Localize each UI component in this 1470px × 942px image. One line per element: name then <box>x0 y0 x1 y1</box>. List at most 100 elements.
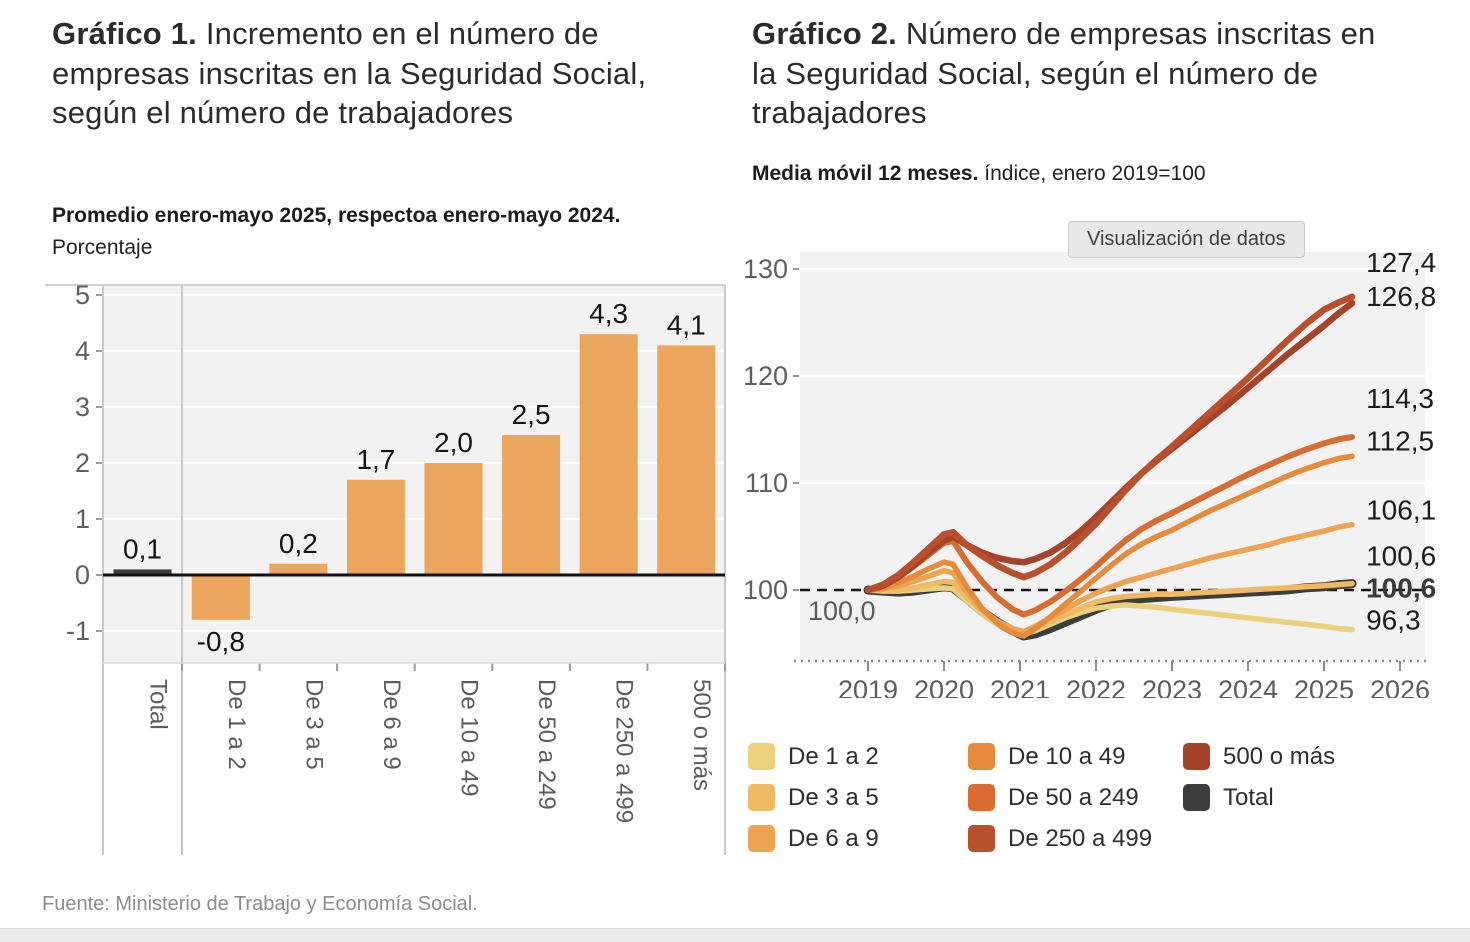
bottom-bar <box>0 928 1470 942</box>
x-tick-label: 2021 <box>990 675 1050 698</box>
bar-value-label: 4,1 <box>667 309 706 340</box>
legend-swatch <box>968 743 995 770</box>
legend-label: De 3 a 5 <box>788 783 879 811</box>
end-value-label-De 50 a 249: 114,3 <box>1366 383 1434 414</box>
legend-label: Total <box>1223 783 1274 811</box>
chart1-subtitle: Promedio enero-mayo 2025, respectoa ener… <box>52 200 700 263</box>
bar-De 6 a 9 <box>346 479 405 575</box>
y-tick-label: 2 <box>75 448 90 478</box>
bar-value-label: 2,5 <box>512 399 551 430</box>
chart1-subtitle-rest: Porcentaje <box>52 235 153 259</box>
legend-item-De 1 a 2: De 1 a 2 <box>748 736 968 777</box>
chart2-title-rest: Número de empresas inscritas en la Segur… <box>752 16 1376 131</box>
bar-value-label: -0,8 <box>197 626 245 657</box>
end-value-label-500 o más: 126,8 <box>1366 281 1436 312</box>
legend-label: De 1 a 2 <box>788 742 879 770</box>
bar-De 3 a 5 <box>269 563 328 575</box>
end-value-label-De 10 a 49: 112,5 <box>1366 425 1434 456</box>
bar-value-label: 1,7 <box>356 444 395 475</box>
series-De 3 a 5 <box>865 578 1355 636</box>
y-tick-label: 5 <box>75 283 90 310</box>
legend: De 1 a 2 De 3 a 5 De 6 a 9 De 10 a 49 De 50 … <box>748 736 1335 859</box>
chart2-title-lead: Gráfico 2. <box>752 16 897 51</box>
line-chart: 100 110 120 130 2019 2020 2021 2022 2023 2024 2025… <box>745 250 1436 698</box>
chart2-title: Gráfico 2. Número de empresas inscritas … <box>752 14 1392 133</box>
y-tick-label: 100 <box>745 575 788 605</box>
bar-De 10 a 49 <box>424 463 483 575</box>
x-tick-label: 2022 <box>1066 675 1126 698</box>
legend-swatch <box>1183 743 1210 770</box>
bar-De 50 a 249 <box>502 435 561 575</box>
legend-item-De 50 a 249: De 50 a 249 <box>968 777 1183 818</box>
legend-label: 500 o más <box>1223 742 1336 770</box>
category-label-De 10 a 49: De 10 a 49 <box>456 679 483 796</box>
y-tick-label: 130 <box>745 254 788 284</box>
bar-value-label: 4,3 <box>589 298 628 329</box>
chart2-subtitle: Media móvil 12 meses. índice, enero 2019… <box>752 158 1432 190</box>
chart2-subtitle-bold: Media móvil 12 meses. <box>752 162 979 185</box>
source-note: Fuente: Ministerio de Trabajo y Economía… <box>42 893 478 915</box>
end-value-label-De 250 a 499: 127,4 <box>1366 250 1436 278</box>
legend-item-500 o más: 500 o más <box>1183 736 1335 777</box>
y-tick-label: 120 <box>745 361 788 391</box>
legend-swatch <box>748 784 775 811</box>
legend-label: De 10 a 49 <box>1008 742 1126 770</box>
y-tick-label: 110 <box>745 468 788 498</box>
bar-value-label: 2,0 <box>434 427 473 458</box>
category-label-De 1 a 2: De 1 a 2 <box>223 679 250 770</box>
chart2-subtitle-rest: índice, enero 2019=100 <box>978 162 1206 185</box>
category-label-Total: Total <box>145 679 172 730</box>
legend-swatch <box>968 784 995 811</box>
category-label-De 6 a 9: De 6 a 9 <box>378 679 405 770</box>
legend-swatch <box>748 825 775 852</box>
legend-label: De 250 a 499 <box>1008 824 1153 852</box>
x-tick-label: 2026 <box>1370 675 1430 698</box>
end-value-label-De 1 a 2: 96,3 <box>1366 605 1421 636</box>
x-tick-label: 2019 <box>838 675 898 698</box>
series-De 250 a 499 <box>864 293 1356 594</box>
legend-item-Total: Total <box>1183 777 1335 818</box>
chart1-title-rest: Incremento en el número de empresas insc… <box>52 16 647 131</box>
series-De 6 a 9 <box>865 521 1355 635</box>
category-label-500 o más: 500 o más <box>688 679 715 791</box>
legend-label: De 6 a 9 <box>788 824 879 852</box>
legend-item-De 3 a 5: De 3 a 5 <box>748 777 968 818</box>
start-value-label: 100,0 <box>808 596 876 626</box>
bar-De 1 a 2 <box>191 575 250 620</box>
chart1-title-lead: Gráfico 1. <box>52 16 197 51</box>
bar-value-label: 0,1 <box>123 533 162 564</box>
bar-500 o más <box>657 345 716 575</box>
y-tick-label: 4 <box>75 336 90 366</box>
legend-label: De 50 a 249 <box>1008 783 1139 811</box>
bar-value-label: 0,2 <box>279 528 318 559</box>
x-tick-label: 2023 <box>1142 675 1202 698</box>
x-tick-label: 2025 <box>1294 675 1354 698</box>
legend-item-De 250 a 499: De 250 a 499 <box>968 818 1183 859</box>
legend-item-De 6 a 9: De 6 a 9 <box>748 818 968 859</box>
data-visualization-button[interactable]: Visualización de datos <box>1068 221 1305 258</box>
y-tick-label: 1 <box>75 504 90 534</box>
end-value-label-Total: 100,6 <box>1366 573 1436 604</box>
legend-item-De 10 a 49: De 10 a 49 <box>968 736 1183 777</box>
chart1-title: Gráfico 1. Incremento en el número de em… <box>52 14 707 133</box>
legend-swatch <box>1183 784 1210 811</box>
series-De 10 a 49 <box>865 453 1355 639</box>
bar-chart: 5 4 3 2 1 0 -1 0,1 -0,8 0,2 1,7 2,0 2,5 4,3 4,1 Total De… <box>45 283 726 855</box>
bar-De 250 a 499 <box>579 334 638 575</box>
y-tick-label: -1 <box>66 616 90 646</box>
category-label-De 250 a 499: De 250 a 499 <box>611 679 638 823</box>
series-De 1 a 2 <box>865 585 1355 637</box>
category-label-De 3 a 5: De 3 a 5 <box>300 679 327 770</box>
end-value-label-De 3 a 5: 100,6 <box>1366 541 1436 572</box>
series-500 o más <box>864 299 1356 594</box>
legend-swatch <box>968 825 995 852</box>
x-tick-label: 2020 <box>914 675 974 698</box>
end-value-label-De 6 a 9: 106,1 <box>1366 495 1436 526</box>
x-tick-label: 2024 <box>1218 675 1278 698</box>
chart1-subtitle-bold: Promedio enero-mayo 2025, respectoa ener… <box>52 204 621 227</box>
y-tick-label: 3 <box>75 392 90 422</box>
bar-Total <box>113 569 172 575</box>
category-label-De 50 a 249: De 50 a 249 <box>533 679 560 810</box>
legend-swatch <box>748 743 775 770</box>
